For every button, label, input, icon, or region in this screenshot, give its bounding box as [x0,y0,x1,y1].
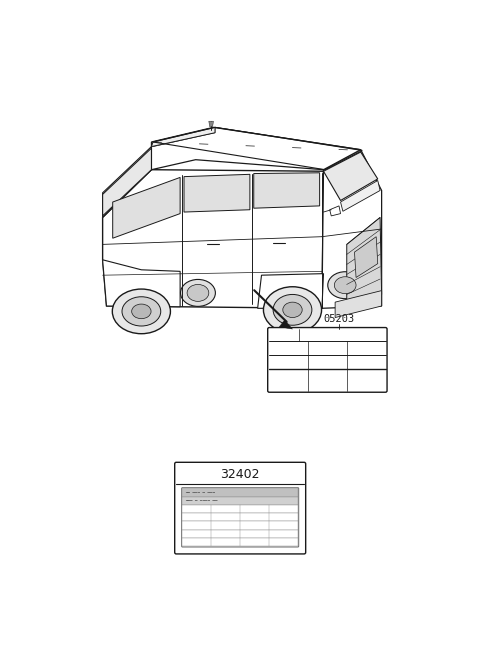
Ellipse shape [112,289,170,334]
Polygon shape [355,237,378,277]
Polygon shape [182,505,298,513]
Ellipse shape [187,284,209,302]
Polygon shape [322,150,382,308]
Polygon shape [152,127,215,147]
Polygon shape [182,513,298,522]
Polygon shape [182,522,298,530]
Polygon shape [113,177,180,238]
Polygon shape [340,181,380,212]
Text: ━━  ━━━  ━  ━━━: ━━ ━━━ ━ ━━━ [185,491,215,495]
Polygon shape [103,148,152,216]
Polygon shape [153,127,215,147]
Polygon shape [335,290,382,317]
Polygon shape [182,489,298,497]
Polygon shape [258,274,324,308]
Polygon shape [279,320,292,329]
Text: 32402: 32402 [220,468,260,481]
Polygon shape [254,173,320,208]
FancyBboxPatch shape [181,487,299,547]
Ellipse shape [335,277,356,294]
Ellipse shape [132,304,151,319]
Ellipse shape [273,294,312,325]
Ellipse shape [328,272,362,299]
Ellipse shape [180,279,216,306]
Polygon shape [103,260,180,307]
Text: ━━━  ━  ━━━━  ━━: ━━━ ━ ━━━━ ━━ [185,499,217,503]
Polygon shape [182,530,298,538]
FancyBboxPatch shape [175,463,306,554]
Polygon shape [347,217,382,306]
Polygon shape [152,127,360,170]
Ellipse shape [283,302,302,317]
Ellipse shape [264,286,322,333]
Polygon shape [324,152,378,200]
FancyBboxPatch shape [268,328,387,392]
Polygon shape [103,147,152,217]
Ellipse shape [122,297,161,326]
Polygon shape [182,497,298,505]
Polygon shape [182,538,298,546]
Polygon shape [209,121,214,127]
Polygon shape [103,170,324,308]
Polygon shape [215,127,360,171]
Polygon shape [330,206,340,216]
Polygon shape [184,174,250,212]
Text: 05203: 05203 [324,313,355,324]
